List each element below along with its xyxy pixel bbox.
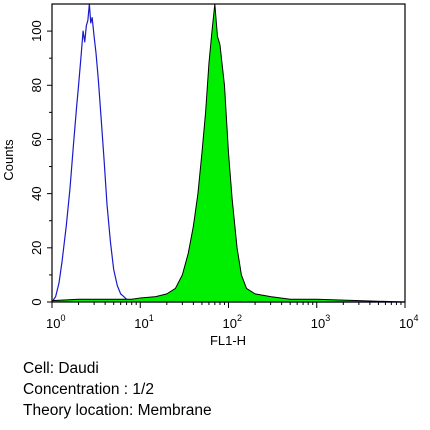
y-tick-label: 100 bbox=[29, 20, 44, 42]
caption-location: Theory location: Membrane bbox=[23, 402, 212, 419]
x-tick-label: 102 bbox=[223, 313, 242, 331]
y-tick-label: 80 bbox=[29, 78, 44, 92]
axis-ticks: 0 20 40 60 80 100 100 101 102 103 104 bbox=[29, 20, 418, 331]
x-tick-label: 104 bbox=[399, 313, 418, 331]
y-tick-label: 20 bbox=[29, 241, 44, 255]
x-tick-label: 101 bbox=[134, 313, 153, 331]
y-tick-label: 60 bbox=[29, 132, 44, 146]
series-layer bbox=[51, 3, 406, 303]
x-tick-label: 100 bbox=[46, 313, 65, 331]
caption-cell: Cell: Daudi bbox=[23, 360, 99, 377]
caption: Cell: Daudi Concentration : 1/2 Theory l… bbox=[23, 358, 212, 421]
histogram-outline-series bbox=[51, 3, 405, 303]
y-axis-title: Counts bbox=[1, 139, 16, 181]
x-tick-label: 103 bbox=[311, 313, 330, 331]
y-tick-label: 40 bbox=[29, 186, 44, 200]
y-tick-label: 0 bbox=[29, 298, 44, 305]
histogram-chart: 0 20 40 60 80 100 100 101 102 103 104 FL1-H Counts bbox=[1, 3, 418, 348]
caption-concentration: Concentration : 1/2 bbox=[23, 381, 154, 398]
histogram-filled-series bbox=[51, 3, 406, 303]
x-axis-title: FL1-H bbox=[210, 333, 246, 348]
